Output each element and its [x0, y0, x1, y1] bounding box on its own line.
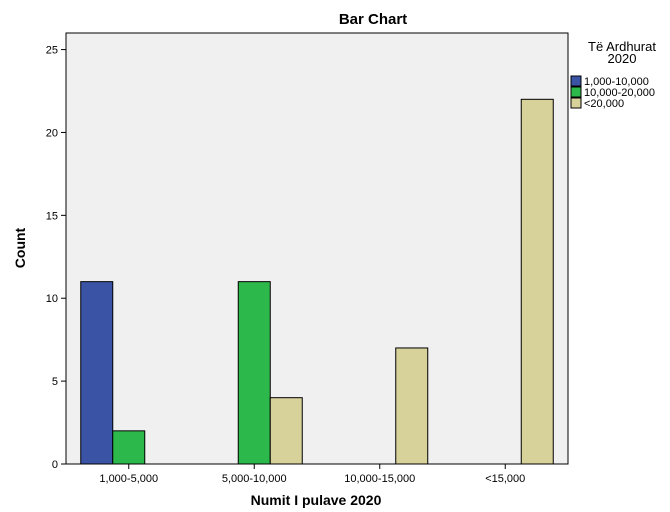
legend-label: 10,000-20,000: [584, 87, 655, 99]
y-tick-label: 15: [46, 210, 58, 222]
x-tick-label: 1,000-5,000: [99, 473, 158, 485]
legend-swatch: [570, 75, 582, 87]
bar: [237, 281, 271, 465]
x-tick-label: 5,000-10,000: [222, 473, 287, 485]
legend-title: 2020: [608, 51, 637, 66]
x-axis-title: Numit I pulave 2020: [251, 492, 382, 508]
y-tick-label: 10: [46, 293, 58, 305]
bar: [269, 397, 303, 465]
legend-label: 1,000-10,000: [584, 76, 649, 88]
y-tick-label: 25: [46, 45, 58, 57]
bar: [112, 430, 146, 465]
plot-area: [65, 32, 569, 465]
bar: [395, 347, 429, 465]
x-tick-label: 10,000-15,000: [344, 473, 415, 485]
bars-group: [80, 98, 554, 465]
y-tick-label: 5: [52, 376, 58, 388]
x-axis: 1,000-5,000 5,000-10,000 10,000-15,000 <15,…: [99, 464, 525, 485]
chart-title: Bar Chart: [339, 11, 407, 28]
legend-swatch: [570, 86, 582, 98]
y-axis-title: Count: [12, 227, 28, 268]
bar: [80, 281, 114, 465]
bar: [520, 98, 554, 465]
x-tick-label: <15,000: [485, 473, 525, 485]
legend-label: <20,000: [584, 98, 624, 110]
y-tick-label: 20: [46, 127, 58, 139]
y-axis: 0 5 10 15 20 25: [46, 45, 66, 471]
y-tick-label: 0: [52, 459, 58, 471]
legend-swatch: [570, 97, 582, 109]
legend-title: Të Ardhurat: [588, 39, 656, 54]
